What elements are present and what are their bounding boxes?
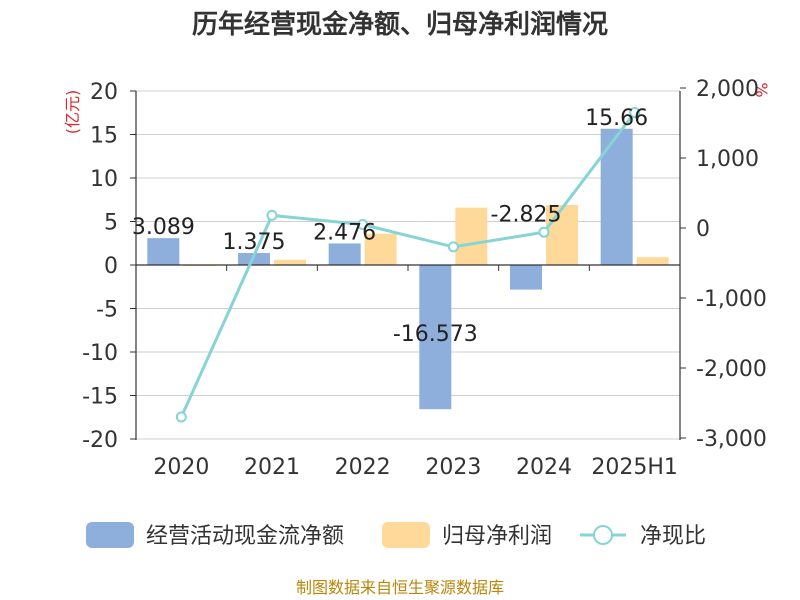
cashflow-value-label: 15.66 (585, 106, 648, 131)
legend-label-ratio: 净现比 (640, 524, 706, 549)
source-note: 制图数据来自恒生聚源数据库 (296, 578, 504, 597)
cashflow-bar (147, 238, 180, 265)
x-tick-label: 2025H1 (591, 455, 678, 480)
left-axis-ticks: 20 15 10 5 0 -5 -10 -15 -20 (82, 80, 118, 453)
cashflow-value-label: -2.825 (491, 203, 562, 228)
right-tick-label: -3,000 (696, 427, 767, 452)
ratio-point (266, 209, 278, 221)
cashflow-bar (419, 265, 452, 410)
right-tick-label: 1,000 (696, 147, 759, 172)
ratio-point (629, 107, 641, 118)
ratio-line (175, 107, 641, 423)
legend-swatch-net-profit (382, 522, 430, 548)
left-tick-label: -5 (96, 298, 118, 323)
x-tick-label: 2023 (425, 455, 481, 480)
ratio-point (357, 219, 369, 230)
left-tick-label: 15 (90, 124, 118, 149)
x-axis-ticks: 2020 2021 2022 2023 2024 2025H1 (153, 455, 678, 480)
cashflow-bar (328, 243, 361, 265)
net-profit-bar (274, 259, 306, 265)
left-axis-unit: (亿元) (63, 90, 82, 135)
cashflow-value-label: 3.089 (132, 215, 195, 240)
left-tick-label: -10 (82, 341, 118, 366)
right-tick-label: -1,000 (696, 287, 767, 312)
cashflow-bar (510, 265, 542, 290)
x-tick-label: 2022 (335, 455, 391, 480)
left-tick-label: 5 (104, 211, 118, 236)
chart-title: 历年经营现金净额、归母净利润情况 (192, 9, 608, 40)
net-profit-bar (546, 204, 578, 265)
left-tick-label: 0 (104, 254, 118, 279)
legend-label-net-profit: 归母净利润 (442, 524, 552, 549)
left-tick-label: -15 (82, 385, 118, 410)
right-tick-label: -2,000 (696, 357, 767, 382)
right-tick-label: 0 (696, 217, 710, 242)
bars (147, 128, 669, 410)
cashflow-value-label: 1.375 (223, 230, 286, 255)
net-profit-bar (364, 233, 397, 265)
right-tick-label: 2,000 (696, 77, 759, 102)
ratio-line-path (179, 111, 636, 418)
axes (130, 87, 686, 440)
left-tick-label: -20 (82, 428, 118, 453)
left-tick-label: 10 (90, 167, 118, 192)
grid-lines (136, 90, 680, 440)
legend: 经营活动现金流净额 归母净利润 净现比 (86, 522, 706, 549)
ratio-point (538, 226, 550, 238)
legend-swatch-cashflow (86, 522, 134, 548)
net-profit-bar (636, 257, 669, 265)
cashflow-value-label: 2.476 (313, 220, 376, 245)
net-profit-bar (455, 207, 488, 265)
x-tick-label: 2024 (516, 455, 572, 480)
right-axis-unit: % (752, 82, 771, 97)
ratio-point (175, 411, 187, 423)
legend-marker-ratio (593, 525, 613, 545)
x-tick-label: 2020 (153, 455, 209, 480)
cashflow-value-label: -16.573 (393, 322, 478, 347)
right-axis-ticks: 2,000 1,000 0 -1,000 -2,000 -3,000 (696, 77, 767, 452)
data-labels: 3.089 1.375 2.476 -16.573 -2.825 15.66 (132, 106, 648, 347)
legend-label-cashflow: 经营活动现金流净额 (146, 524, 344, 549)
left-tick-label: 20 (90, 80, 118, 105)
ratio-point (447, 241, 459, 253)
x-tick-label: 2021 (244, 455, 300, 480)
